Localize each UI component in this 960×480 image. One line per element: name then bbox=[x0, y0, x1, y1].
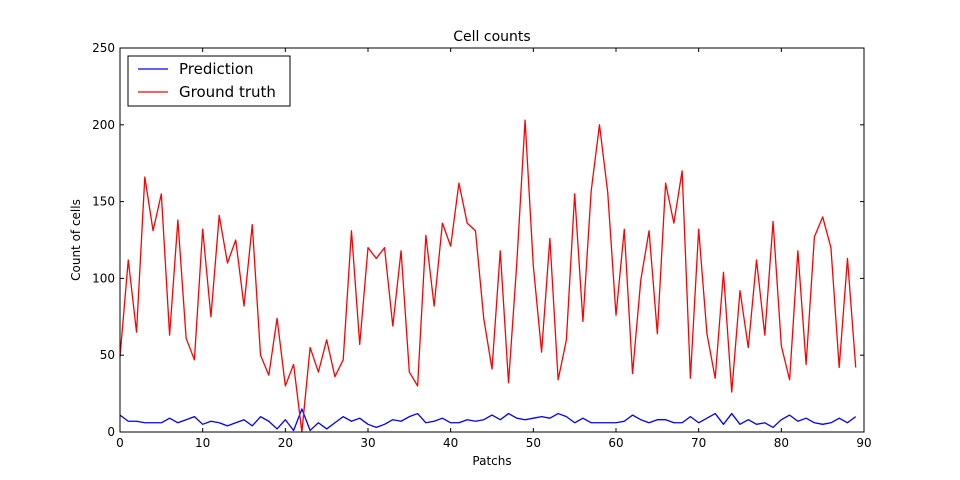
y-tick-label: 150 bbox=[92, 195, 115, 209]
x-tick-label: 0 bbox=[116, 436, 124, 450]
y-tick-label: 100 bbox=[92, 271, 115, 285]
y-axis-label: Count of cells bbox=[69, 199, 83, 281]
x-tick-label: 60 bbox=[608, 436, 623, 450]
x-tick-label: 50 bbox=[526, 436, 541, 450]
legend-box bbox=[127, 55, 291, 107]
chart-title: Cell counts bbox=[453, 29, 530, 45]
plot-area bbox=[119, 119, 857, 433]
x-tick-label: 80 bbox=[774, 436, 789, 450]
axes: 0 10 20 30 40 50 60 70 80 90 0 50 100 150 200 250 bbox=[92, 41, 872, 450]
x-tick-label: 70 bbox=[691, 436, 706, 450]
legend: Prediction Ground truth bbox=[127, 55, 291, 107]
y-tick-label: 250 bbox=[92, 41, 115, 55]
x-tick-label: 90 bbox=[856, 436, 871, 450]
x-tick-label: 40 bbox=[443, 436, 458, 450]
series-line-prediction bbox=[119, 408, 857, 432]
y-tick-label: 200 bbox=[92, 118, 115, 132]
x-tick-label: 10 bbox=[195, 436, 210, 450]
x-tick-label: 30 bbox=[360, 436, 375, 450]
series-line-ground-truth bbox=[119, 119, 857, 433]
legend-label: Prediction bbox=[179, 60, 254, 78]
y-tick-label: 50 bbox=[100, 348, 115, 362]
legend-label: Ground truth bbox=[179, 83, 276, 101]
x-tick-label: 20 bbox=[278, 436, 293, 450]
x-axis-label: Patchs bbox=[472, 454, 511, 468]
y-tick-label: 0 bbox=[107, 425, 115, 439]
axes-frame bbox=[119, 47, 865, 433]
